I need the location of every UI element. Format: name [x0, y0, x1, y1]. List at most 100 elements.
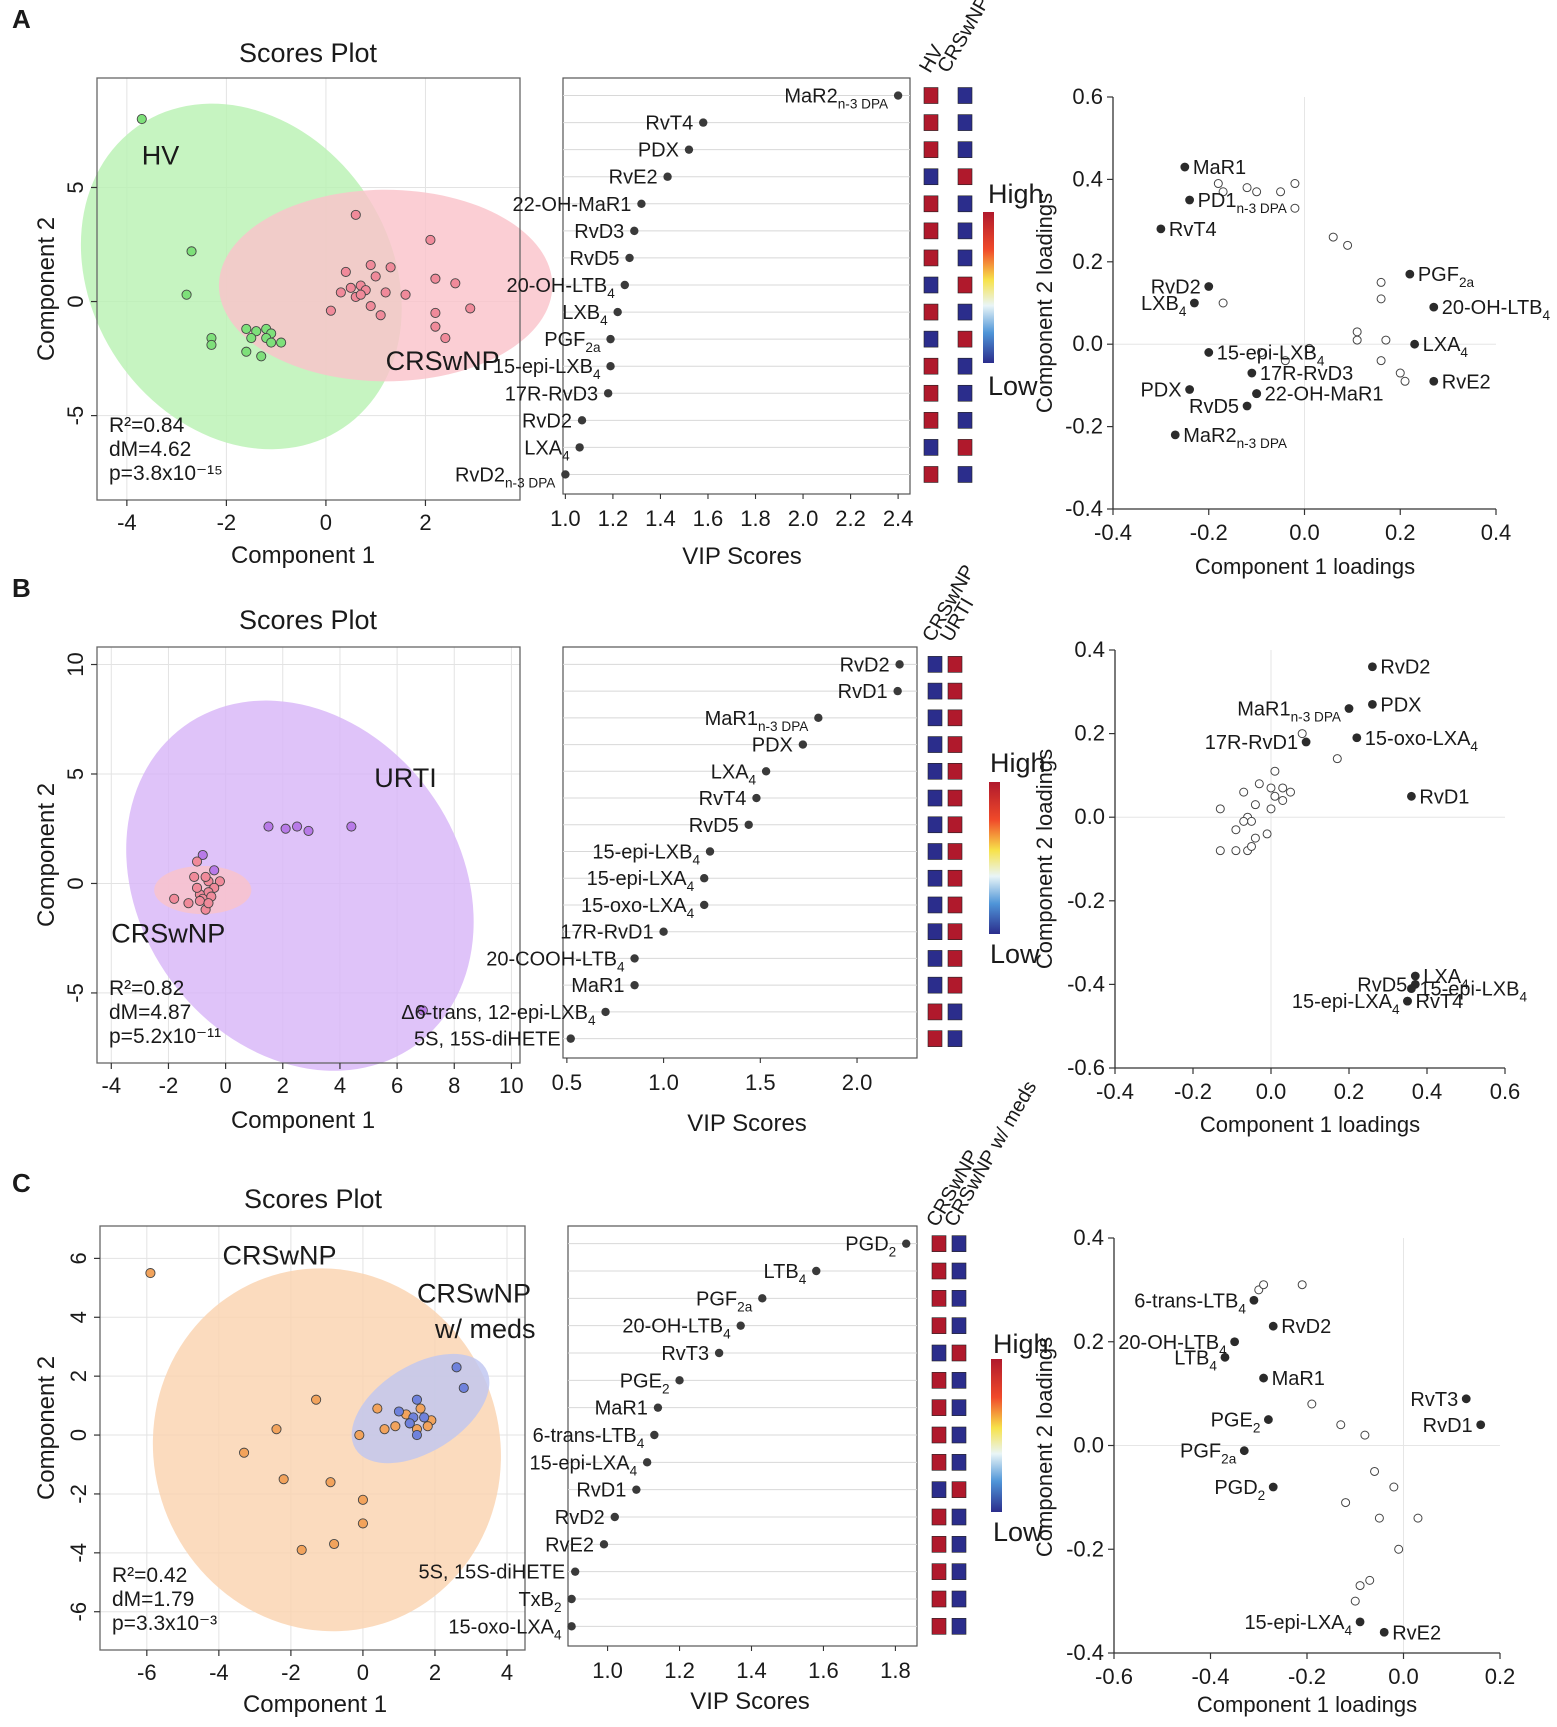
heat-cell — [951, 1344, 967, 1362]
x-tick-label: 1.2 — [664, 1658, 695, 1683]
vip-label: 20-OH-LTB4 — [622, 1316, 731, 1342]
score-point — [263, 821, 274, 832]
vip-label-main: RvE2 — [609, 167, 658, 189]
loading-point — [1429, 302, 1439, 312]
score-point — [145, 1268, 156, 1279]
x-tick-label: 0.0 — [1256, 1079, 1287, 1104]
loading-label: MaR1 — [1272, 1368, 1325, 1390]
loading-label-subscript: n-3 DPA — [1237, 436, 1288, 451]
loading-point-unlabeled — [1365, 1575, 1375, 1585]
heat-cell — [927, 1003, 943, 1021]
loading-point-unlabeled — [1242, 183, 1252, 193]
group-label: CRSwNP — [417, 1279, 531, 1309]
heat-cell — [957, 276, 973, 294]
loading-point-unlabeled — [1350, 1596, 1360, 1606]
x-axis-label: Component 1 loadings — [1197, 1692, 1417, 1717]
loading-label-subscript: 4 — [1392, 1002, 1400, 1017]
score-point — [440, 332, 451, 344]
loading-label-main: RvE2 — [1442, 371, 1491, 393]
x-axis-label: Component 1 loadings — [1195, 554, 1415, 579]
loading-point-unlabeled — [1247, 841, 1256, 851]
loading-point-unlabeled — [1290, 203, 1300, 213]
vip-label-main: RvD2 — [840, 654, 890, 676]
vip-label-main: RvD3 — [574, 221, 624, 243]
legend-low: Low — [993, 1517, 1043, 1547]
score-point — [340, 266, 351, 277]
loading-point-unlabeled — [1394, 1544, 1404, 1554]
vip-point — [675, 1376, 684, 1385]
loading-point-unlabeled — [1307, 1399, 1317, 1409]
loading-point — [1410, 971, 1420, 981]
vip-label: PGF2a — [544, 329, 601, 355]
loading-point — [1230, 1337, 1240, 1347]
x-tick-label: 0 — [357, 1660, 369, 1685]
heat-cell — [947, 896, 963, 914]
loading-point-unlabeled — [1389, 1482, 1399, 1492]
vip-label-main: PGE — [620, 1370, 662, 1392]
score-point — [430, 273, 441, 284]
x-tick-label: 1.0 — [550, 506, 581, 531]
loading-label-main: 17R-RvD3 — [1260, 363, 1353, 385]
vip-label-main: 20-OH-LTB — [622, 1316, 723, 1338]
loading-label-main: 15-epi-LXB — [1419, 979, 1519, 1001]
vip-label: MaR2n-3 DPA — [784, 86, 889, 112]
loading-point — [1185, 195, 1194, 205]
vip-label-main: 5S, 15S-diHETE — [418, 1562, 565, 1584]
score-point — [365, 301, 376, 312]
loading-label-main: LXA — [1423, 966, 1461, 988]
loading-point — [1268, 1482, 1278, 1492]
loading-point — [1239, 1446, 1249, 1456]
x-tick-label: -0.4 — [1192, 1664, 1230, 1689]
vip-label-main: LTB — [763, 1261, 798, 1283]
vip-label-subscript: 2 — [889, 1245, 897, 1260]
x-tick-label: -4 — [117, 510, 137, 535]
group-label: w/ meds — [434, 1314, 536, 1344]
vip-label-main: RvD2 — [522, 410, 572, 432]
y-tick-label: -0.4 — [1065, 496, 1103, 521]
loading-label: RvD5 — [1357, 974, 1407, 996]
vip-label-main: PGF — [544, 329, 585, 351]
y-tick-label: 4 — [66, 1311, 91, 1323]
heat-cell — [957, 249, 973, 267]
vip-point — [577, 416, 587, 425]
vip-label-subscript: 4 — [630, 1463, 638, 1478]
loading-point-unlabeled — [1231, 825, 1241, 835]
y-tick-label: -0.4 — [1067, 971, 1105, 996]
loading-point-unlabeled — [1376, 277, 1386, 287]
loading-label-subscript: 4 — [1179, 304, 1187, 319]
loading-label-main: PGE — [1211, 1410, 1253, 1432]
heat-cell — [923, 222, 939, 240]
vip-point — [603, 389, 613, 398]
x-tick-label: -2 — [281, 1660, 301, 1685]
score-point — [251, 326, 262, 337]
heat-cell — [931, 1481, 947, 1498]
vip-label: 6-trans-LTB4 — [533, 1425, 645, 1451]
vip-point — [625, 253, 634, 263]
vip-point — [599, 1540, 609, 1549]
vip-label-main: RvD5 — [570, 248, 620, 270]
loading-point-unlabeled — [1328, 232, 1338, 242]
vip-point — [700, 874, 709, 883]
loading-point-unlabeled — [1352, 335, 1362, 345]
vip-label: 17R-RvD3 — [505, 383, 598, 405]
x-tick-label: -4 — [209, 1660, 229, 1685]
loading-point — [1220, 1352, 1230, 1362]
scores-title: Scores Plot — [244, 1184, 383, 1214]
x-tick-label: 0 — [320, 510, 332, 535]
score-point — [357, 1494, 368, 1505]
y-tick-label: 0.2 — [1072, 249, 1103, 274]
heat-cell — [947, 950, 963, 967]
score-point — [345, 282, 356, 293]
heat-cell — [951, 1426, 967, 1444]
heat-legend: High Low — [991, 1329, 1049, 1547]
vip-point — [566, 1034, 575, 1043]
vip-label-main: 5S, 15S-diHETE — [414, 1029, 561, 1051]
vip-point — [613, 307, 622, 317]
heat-legend: High Low — [989, 748, 1046, 969]
vip-label: 15-epi-LXB4 — [493, 356, 601, 382]
loading-point — [1252, 389, 1262, 399]
vip-label: RvD1 — [576, 1480, 626, 1502]
vip-label: MaR1n-3 DPA — [705, 708, 810, 734]
vip-label-main: LXA — [711, 761, 749, 783]
vip-plot: PGD2LTB4PGF2a20-OH-LTB4RvT3PGE2MaR16-tra… — [418, 1077, 1041, 1715]
